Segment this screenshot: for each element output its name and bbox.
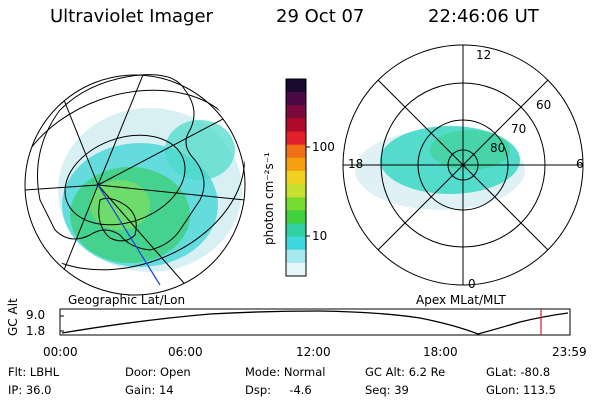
time-tick-2: 12:00 xyxy=(296,345,331,359)
info-glat: GLat: -80.8 xyxy=(486,365,551,379)
mlat-mlt-panel xyxy=(342,44,584,286)
colorbar-segment xyxy=(286,92,306,106)
geographic-map-panel xyxy=(11,74,246,296)
info-dsp: Dsp: -4.6 xyxy=(245,383,312,397)
info-seq: Seq: 39 xyxy=(365,383,409,397)
info-door: Door: Open xyxy=(125,365,191,379)
colorbar xyxy=(286,79,306,277)
colorbar-segment xyxy=(286,170,306,185)
info-glon: GLon: 113.5 xyxy=(486,383,556,397)
time-tick-4: 23:59 xyxy=(552,345,587,359)
alt-tick-high: 9.0 xyxy=(26,308,46,322)
apex-panel-title: Apex MLat/MLT xyxy=(416,293,506,307)
time-label: 22:46:06 UT xyxy=(428,6,539,27)
colorbar-segment xyxy=(286,118,306,133)
colorbar-segment xyxy=(286,249,306,264)
colorbar-segment xyxy=(286,144,306,159)
alt-tick-low: 1.8 xyxy=(26,324,46,338)
colorbar-segment xyxy=(286,236,306,251)
colorbar-tick-10: 10 xyxy=(312,229,328,243)
date-label: 29 Oct 07 xyxy=(276,6,365,27)
time-tick-0: 00:00 xyxy=(43,345,78,359)
info-gc-alt: GC Alt: 6.2 Re xyxy=(365,365,446,379)
info-gain: Gain: 14 xyxy=(125,383,174,397)
colorbar-segment xyxy=(286,262,306,277)
mlt-label-18: 18 xyxy=(348,157,364,171)
mlt-label-12: 12 xyxy=(476,48,492,62)
app-title: Ultraviolet Imager xyxy=(50,6,213,27)
colorbar-segment xyxy=(286,157,306,172)
time-tick-1: 06:00 xyxy=(168,345,203,359)
colorbar-segment xyxy=(286,210,306,224)
info-filter: Flt: LBHL xyxy=(8,365,60,379)
colorbar-segment xyxy=(286,105,306,119)
colorbar-unit-label: photon cm⁻²s⁻¹ xyxy=(262,152,276,245)
altitude-plot xyxy=(59,308,571,336)
colorbar-tick-100: 100 xyxy=(312,140,335,154)
time-tick-3: 18:00 xyxy=(423,345,458,359)
alt-plot-ylabel: GC Alt xyxy=(6,298,20,336)
mlt-label-0: 0 xyxy=(468,277,476,291)
mlat-label-80: 80 xyxy=(490,141,506,155)
mlat-label-60: 60 xyxy=(536,98,552,112)
colorbar-segment xyxy=(286,223,306,238)
colorbar-segment xyxy=(286,131,306,146)
colorbar-frame xyxy=(285,78,307,277)
info-ip: IP: 36.0 xyxy=(8,383,52,397)
mlt-label-6: 6 xyxy=(576,157,584,171)
geographic-panel-title: Geographic Lat/Lon xyxy=(68,293,186,307)
mlat-label-70: 70 xyxy=(511,122,527,136)
colorbar-segment xyxy=(286,197,306,211)
colorbar-segment xyxy=(286,184,306,198)
info-mode: Mode: Normal xyxy=(245,365,326,379)
colorbar-segment xyxy=(286,79,306,93)
